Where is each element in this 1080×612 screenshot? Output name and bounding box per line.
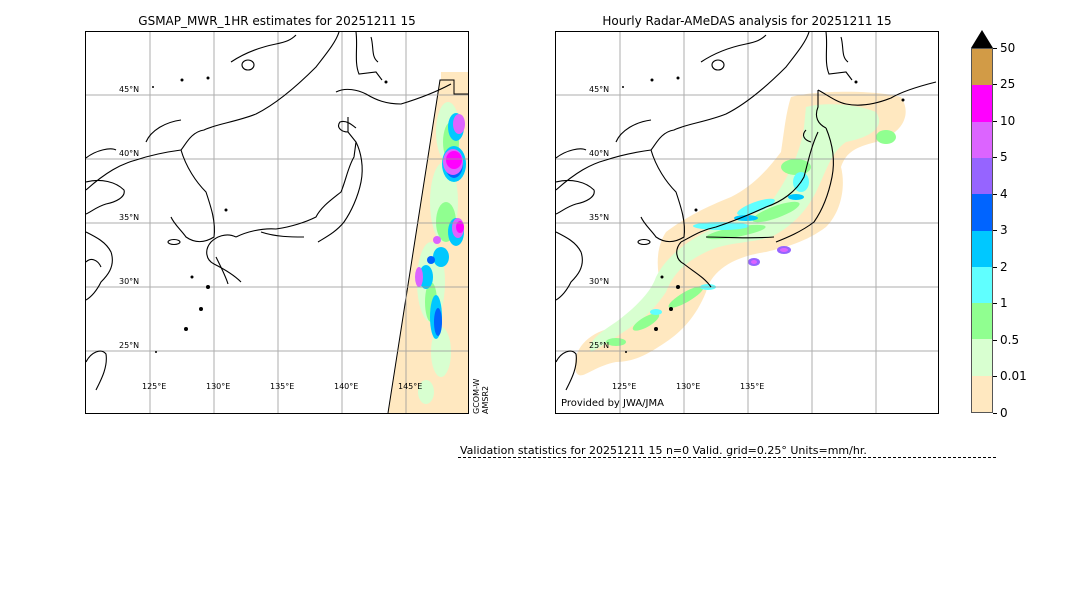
colorbar-tick <box>993 340 997 341</box>
lon-label-130e: 130°E <box>206 382 231 391</box>
colorbar-label: 3 <box>1000 223 1008 237</box>
right-map: 45°N 40°N 35°N 30°N 25°N 125°E 130°E 135… <box>555 31 939 414</box>
left-map-title: GSMAP_MWR_1HR estimates for 20251211 15 <box>138 14 416 28</box>
provider-credit: Provided by JWA/JMA <box>561 398 664 409</box>
lon-label-125e: 125°E <box>612 382 637 391</box>
colorbar-seg-7 <box>972 121 992 158</box>
colorbar-seg-0 <box>972 375 992 412</box>
colorbar-seg-2 <box>972 303 992 340</box>
lat-label-25n: 25°N <box>119 341 140 350</box>
lat-label-40n: 40°N <box>589 149 610 158</box>
colorbar-tick <box>993 303 997 304</box>
coastline <box>556 32 937 391</box>
colorbar-seg-3 <box>972 266 992 304</box>
lat-label-45n: 45°N <box>589 85 610 94</box>
colorbar-tick <box>993 413 997 414</box>
colorbar-seg-9 <box>972 49 992 86</box>
lat-label-45n: 45°N <box>119 85 140 94</box>
colorbar-tick <box>993 267 997 268</box>
right-map-title: Hourly Radar-AMeDAS analysis for 2025121… <box>602 14 892 28</box>
lat-label-30n: 30°N <box>119 277 140 286</box>
colorbar-tick <box>993 230 997 231</box>
colorbar-label: 2 <box>1000 260 1008 274</box>
lon-label-145e: 145°E <box>398 382 423 391</box>
colorbar-extend-arrow <box>971 30 993 48</box>
lon-label-130e: 130°E <box>676 382 701 391</box>
lat-label-40n: 40°N <box>119 149 140 158</box>
colorbar-tick <box>993 48 997 49</box>
satellite-label: GCOM-W AMSR2 <box>472 379 490 414</box>
colorbar-label: 0.01 <box>1000 369 1027 383</box>
lon-label-135e: 135°E <box>270 382 295 391</box>
colorbar <box>971 48 993 413</box>
colorbar-label: 50 <box>1000 41 1016 55</box>
colorbar-seg-4 <box>972 230 992 267</box>
left-map: 45°N 40°N 35°N 30°N 25°N 125°E 130°E 135… <box>85 31 469 414</box>
lat-label-35n: 35°N <box>119 213 140 222</box>
lon-label-140e: 140°E <box>334 382 359 391</box>
lat-label-30n: 30°N <box>589 277 610 286</box>
colorbar-label: 5 <box>1000 150 1008 164</box>
satellite-name: GCOM-W <box>472 378 481 414</box>
colorbar-seg-6 <box>972 157 992 195</box>
colorbar-tick <box>993 376 997 377</box>
lon-label-125e: 125°E <box>142 382 167 391</box>
lat-label-25n: 25°N <box>589 341 610 350</box>
colorbar-label: 4 <box>1000 187 1008 201</box>
colorbar-label: 25 <box>1000 77 1016 91</box>
colorbar-label: 1 <box>1000 296 1008 310</box>
lon-label-135e: 135°E <box>740 382 765 391</box>
sensor-name: AMSR2 <box>481 385 490 414</box>
stats-divider <box>458 457 996 458</box>
colorbar-label: 0 <box>1000 406 1008 420</box>
colorbar-label: 10 <box>1000 114 1016 128</box>
colorbar-tick <box>993 121 997 122</box>
colorbar-seg-1 <box>972 339 992 376</box>
colorbar-label: 0.5 <box>1000 333 1020 347</box>
lat-label-35n: 35°N <box>589 213 610 222</box>
coastline <box>86 32 452 391</box>
left-map-canvas <box>86 32 468 413</box>
colorbar-seg-8 <box>972 85 992 122</box>
right-map-canvas <box>556 32 938 413</box>
colorbar-tick <box>993 157 997 158</box>
colorbar-tick <box>993 194 997 195</box>
validation-stats: Validation statistics for 20251211 15 n=… <box>460 444 867 457</box>
colorbar-tick <box>993 84 997 85</box>
colorbar-seg-5 <box>972 194 992 231</box>
